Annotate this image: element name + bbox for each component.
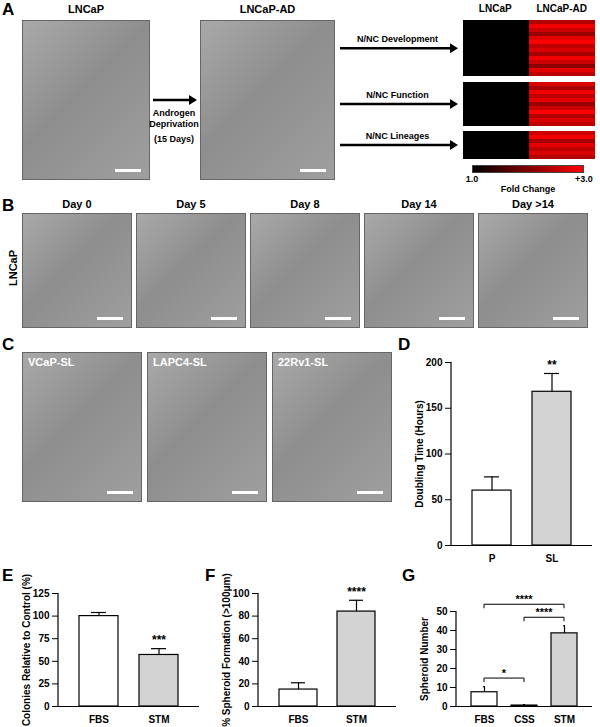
svg-text:***: *** <box>152 633 166 647</box>
svg-text:****: **** <box>535 606 553 618</box>
svg-text:% Spheroid Formation (>100μm): % Spheroid Formation (>100μm) <box>221 573 232 727</box>
html-text:(15 Days): (15 Days) <box>154 134 194 144</box>
html-text:LNCaP: LNCaP <box>68 3 104 15</box>
svg-text:SL: SL <box>546 553 559 564</box>
svg-text:**: ** <box>547 358 557 372</box>
svg-text:40: 40 <box>238 656 250 667</box>
html-text:D: D <box>398 335 411 354</box>
html-text:LAPC4-SL: LAPC4-SL <box>153 356 207 368</box>
svg-text:*: * <box>502 667 507 679</box>
html-text:E: E <box>2 566 14 585</box>
html-text:LNCaP: LNCaP <box>478 3 512 14</box>
svg-text:CSS: CSS <box>514 714 535 725</box>
svg-text:0: 0 <box>244 701 250 712</box>
html-text:Day 5: Day 5 <box>176 198 206 210</box>
svg-text:Spheroid Number: Spheroid Number <box>419 617 430 701</box>
html-text:LNCaP: LNCaP <box>7 250 19 286</box>
html-text:Day >14: Day >14 <box>512 198 554 210</box>
html-text:Androgen Deprivation: Androgen Deprivation <box>149 108 199 129</box>
html-text:F: F <box>205 566 216 585</box>
html-text:N/NC Lineages: N/NC Lineages <box>365 130 430 141</box>
svg-text:****: **** <box>347 585 366 599</box>
html-text:1.0: 1.0 <box>465 174 479 184</box>
svg-text:STM: STM <box>554 714 575 725</box>
svg-text:10: 10 <box>436 682 448 693</box>
svg-text:150: 150 <box>426 402 443 413</box>
html-text:22Rv1-SL: 22Rv1-SL <box>278 356 329 368</box>
html-text:LNCaP-AD: LNCaP-AD <box>239 3 296 15</box>
svg-text:50: 50 <box>436 606 448 617</box>
svg-text:STM: STM <box>148 714 169 725</box>
html-text:Day 14: Day 14 <box>401 198 437 210</box>
svg-text:30: 30 <box>436 644 448 655</box>
svg-text:20: 20 <box>436 663 448 674</box>
svg-text:20: 20 <box>238 678 250 689</box>
svg-text:50: 50 <box>431 494 443 505</box>
svg-text:****: **** <box>515 593 533 605</box>
svg-text:200: 200 <box>426 357 443 368</box>
svg-text:80: 80 <box>238 610 250 621</box>
svg-text:25: 25 <box>38 678 50 689</box>
html-text:N/NC Development: N/NC Development <box>357 34 438 45</box>
svg-text:FBS: FBS <box>475 714 495 725</box>
svg-text:100: 100 <box>33 610 50 621</box>
svg-text:0: 0 <box>437 540 443 551</box>
svg-text:0: 0 <box>442 701 448 712</box>
svg-text:FBS: FBS <box>89 714 109 725</box>
svg-text:40: 40 <box>436 625 448 636</box>
html-text:Day 0: Day 0 <box>62 198 92 210</box>
svg-text:75: 75 <box>38 633 50 644</box>
svg-text:STM: STM <box>346 714 367 725</box>
svg-text:50: 50 <box>38 656 50 667</box>
svg-text:100: 100 <box>426 448 443 459</box>
svg-text:0: 0 <box>44 701 50 712</box>
html-text:Fold Change: Fold Change <box>500 184 556 194</box>
html-text:+3.0: +3.0 <box>575 174 593 184</box>
html-text:VCaP-SL: VCaP-SL <box>28 356 75 368</box>
html-text:N/NC Function: N/NC Function <box>366 90 429 101</box>
html-text:G: G <box>402 566 416 585</box>
html-text:C: C <box>2 335 15 354</box>
svg-text:P: P <box>489 553 496 564</box>
svg-text:100: 100 <box>233 588 250 599</box>
html-text:B: B <box>2 196 15 215</box>
html-text:LNCaP-AD: LNCaP-AD <box>536 3 587 14</box>
svg-text:Doubling Time (Hours): Doubling Time (Hours) <box>414 400 425 508</box>
svg-text:60: 60 <box>238 633 250 644</box>
svg-text:FBS: FBS <box>289 714 309 725</box>
svg-text:125: 125 <box>33 588 50 599</box>
html-text:Day 8: Day 8 <box>290 198 320 210</box>
svg-text:Colonies Relative to Control (: Colonies Relative to Control (%) <box>21 574 32 726</box>
html-text:A: A <box>2 0 15 19</box>
